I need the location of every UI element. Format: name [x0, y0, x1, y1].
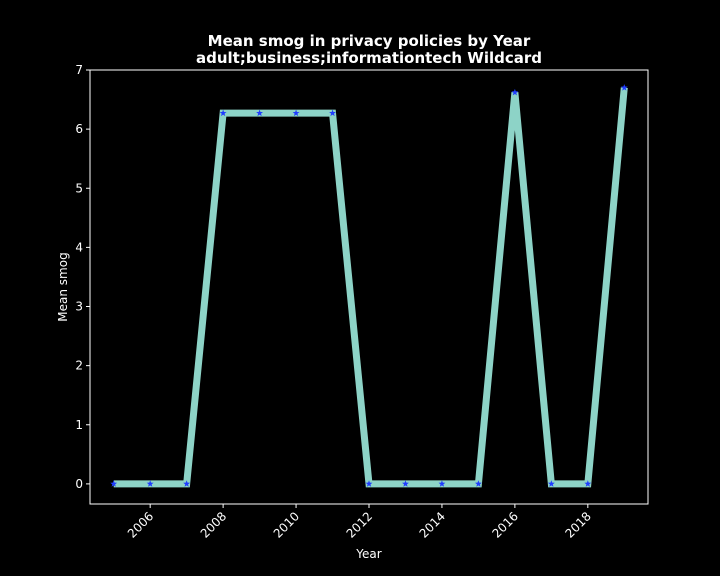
y-tick-label: 5	[75, 181, 83, 195]
y-axis-label: Mean smog	[56, 252, 70, 321]
x-axis-label: Year	[355, 547, 381, 561]
data-point-marker	[329, 109, 336, 117]
data-point-marker	[110, 480, 118, 487]
x-tick-label: 2012	[344, 509, 375, 540]
x-tick-label: 2018	[562, 509, 593, 540]
data-point-marker	[365, 480, 373, 487]
data-point-marker	[402, 480, 409, 487]
y-tick-label: 0	[75, 477, 83, 491]
data-point-marker	[256, 109, 264, 117]
y-axis: 0 1 2 3 4 5 6 7	[75, 63, 90, 491]
y-tick-label: 3	[75, 300, 83, 314]
data-point-marker	[146, 480, 154, 487]
data-point-marker	[547, 480, 555, 487]
y-tick-label: 4	[75, 240, 83, 254]
data-point-marker	[292, 109, 300, 117]
chart-title: Mean smog in privacy policies by Year	[208, 32, 531, 50]
data-point-marker	[183, 480, 191, 487]
x-tick-label: 2014	[417, 509, 448, 540]
x-tick-label: 2016	[490, 509, 521, 540]
chart-subtitle: adult;business;informationtech Wildcard	[196, 49, 542, 67]
x-axis: 2006 2008 2010 2012 2014 2016 2018	[125, 504, 594, 541]
axes-frame	[89, 69, 649, 505]
y-tick-label: 2	[75, 359, 83, 373]
series-line	[113, 87, 628, 488]
y-tick-label: 6	[75, 122, 83, 136]
data-point-marker	[219, 109, 227, 117]
x-tick-label: 2006	[125, 509, 156, 540]
data-point-marker	[438, 480, 446, 487]
y-tick-label: 1	[75, 418, 83, 432]
x-tick-label: 2008	[198, 509, 229, 540]
data-point-marker	[620, 84, 628, 91]
data-point-marker	[474, 480, 482, 487]
y-tick-label: 7	[75, 63, 83, 77]
series-layer	[110, 84, 628, 488]
x-tick-label: 2010	[271, 509, 302, 540]
data-point-marker	[584, 480, 592, 487]
data-point-marker	[511, 88, 519, 96]
